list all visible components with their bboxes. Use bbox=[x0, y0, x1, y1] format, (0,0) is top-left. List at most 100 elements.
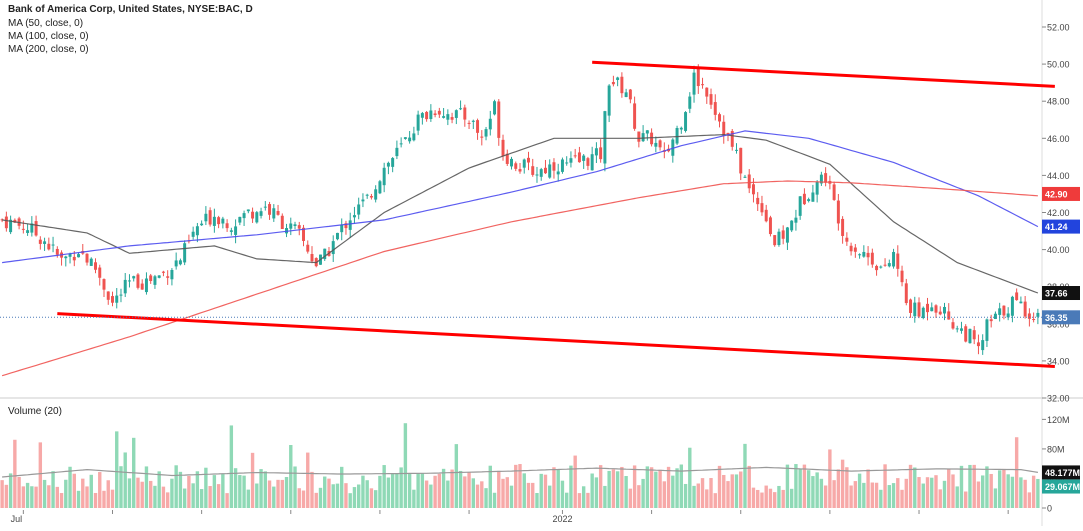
volume-bar bbox=[110, 489, 115, 508]
volume-bar bbox=[276, 479, 280, 508]
volume-bar bbox=[204, 467, 208, 508]
volume-bar bbox=[412, 489, 416, 508]
volume-bar bbox=[212, 475, 217, 508]
ma50-value-label: 37.66 bbox=[1045, 289, 1068, 299]
volume-bar bbox=[569, 465, 573, 508]
candle-body bbox=[836, 200, 840, 224]
volume-bar bbox=[340, 466, 344, 508]
volume-bar bbox=[564, 492, 569, 508]
candle-body bbox=[276, 211, 280, 215]
candle-body bbox=[352, 215, 356, 218]
candle-body bbox=[255, 212, 259, 223]
candle-body bbox=[747, 174, 751, 189]
candle-body bbox=[938, 311, 942, 315]
volume-bar bbox=[632, 465, 637, 508]
candle-body bbox=[1019, 301, 1023, 304]
ma50-legend: MA (50, close, 0) bbox=[8, 18, 84, 29]
candle-body bbox=[34, 221, 38, 236]
volume-bar bbox=[624, 476, 628, 508]
volume-bar bbox=[972, 464, 976, 508]
volume-bar bbox=[429, 484, 433, 508]
volume-bar bbox=[862, 482, 866, 508]
volume-bar bbox=[620, 466, 624, 508]
volume-bar bbox=[925, 477, 930, 508]
candle-body bbox=[140, 283, 144, 290]
volume-bar bbox=[38, 442, 43, 508]
candle-body bbox=[174, 260, 178, 267]
candle-body bbox=[569, 158, 573, 163]
volume-bar bbox=[1010, 476, 1015, 508]
volume-bar bbox=[980, 475, 985, 508]
volume-bar bbox=[314, 492, 318, 508]
candle-body bbox=[705, 87, 709, 97]
ma-line-2 bbox=[1, 180, 1038, 377]
volume-bar bbox=[823, 485, 828, 508]
volume-bar bbox=[127, 478, 132, 508]
volume-tick-label: 80M bbox=[1047, 444, 1065, 454]
volume-bar bbox=[1006, 474, 1010, 508]
candle-body bbox=[166, 276, 170, 278]
volume-bar bbox=[662, 481, 667, 508]
volume-bar bbox=[917, 477, 921, 508]
candle-body bbox=[675, 128, 679, 144]
volume-bar bbox=[679, 464, 684, 508]
volume-bar bbox=[951, 474, 955, 508]
volume-bar bbox=[560, 480, 565, 508]
volume-bar bbox=[802, 464, 807, 508]
candle-body bbox=[280, 215, 284, 230]
candle-body bbox=[68, 253, 72, 257]
volume-bar bbox=[361, 475, 365, 508]
candle-body bbox=[679, 127, 683, 130]
volume-bar bbox=[463, 476, 467, 508]
volume-bar bbox=[352, 487, 357, 508]
volume-bar bbox=[238, 475, 242, 508]
volume-bar bbox=[115, 431, 119, 508]
volume-bar bbox=[72, 473, 76, 508]
candle-body bbox=[654, 142, 658, 147]
candle-body bbox=[896, 253, 900, 269]
volume-bar bbox=[161, 486, 166, 508]
candle-body bbox=[658, 140, 662, 148]
candle-body bbox=[1023, 301, 1027, 317]
candle-body bbox=[993, 313, 997, 320]
volume-bar bbox=[403, 423, 408, 508]
candle-body bbox=[72, 256, 76, 261]
volume-bar bbox=[399, 467, 403, 508]
volume-bar bbox=[284, 476, 289, 508]
candle-body bbox=[297, 225, 301, 229]
candle-body bbox=[94, 262, 97, 270]
volume-bar bbox=[106, 480, 110, 508]
candle-body bbox=[89, 258, 93, 266]
ma-line-1 bbox=[2, 130, 1039, 264]
volume-bar bbox=[756, 489, 760, 508]
volume-bar bbox=[407, 473, 412, 508]
candle-body bbox=[446, 114, 450, 120]
candle-body bbox=[234, 226, 238, 235]
candle-body bbox=[335, 232, 339, 240]
candle-body bbox=[811, 192, 815, 202]
candle-body bbox=[641, 133, 645, 142]
volume-bar bbox=[480, 481, 484, 508]
candle-body bbox=[51, 244, 55, 246]
volume-bar bbox=[420, 473, 425, 508]
volume-bar bbox=[709, 478, 713, 508]
volume-bar bbox=[811, 476, 815, 508]
candle-body bbox=[310, 254, 314, 262]
volume-bar bbox=[25, 482, 30, 508]
candle-body bbox=[204, 213, 208, 222]
candle-body bbox=[764, 209, 768, 222]
volume-bar bbox=[514, 464, 518, 508]
volume-bar bbox=[930, 477, 934, 508]
volume-bar bbox=[1002, 468, 1006, 508]
candle-body bbox=[225, 223, 229, 229]
volume-bar bbox=[93, 492, 98, 508]
candle-body bbox=[866, 252, 870, 258]
volume-bar bbox=[594, 477, 599, 508]
candle-body bbox=[875, 265, 879, 271]
candle-body bbox=[425, 111, 429, 120]
price-tick-label: 48.00 bbox=[1047, 97, 1070, 107]
candle-body bbox=[374, 189, 378, 200]
candle-body bbox=[743, 176, 747, 178]
candle-body bbox=[943, 306, 946, 314]
candle-body bbox=[582, 155, 586, 161]
